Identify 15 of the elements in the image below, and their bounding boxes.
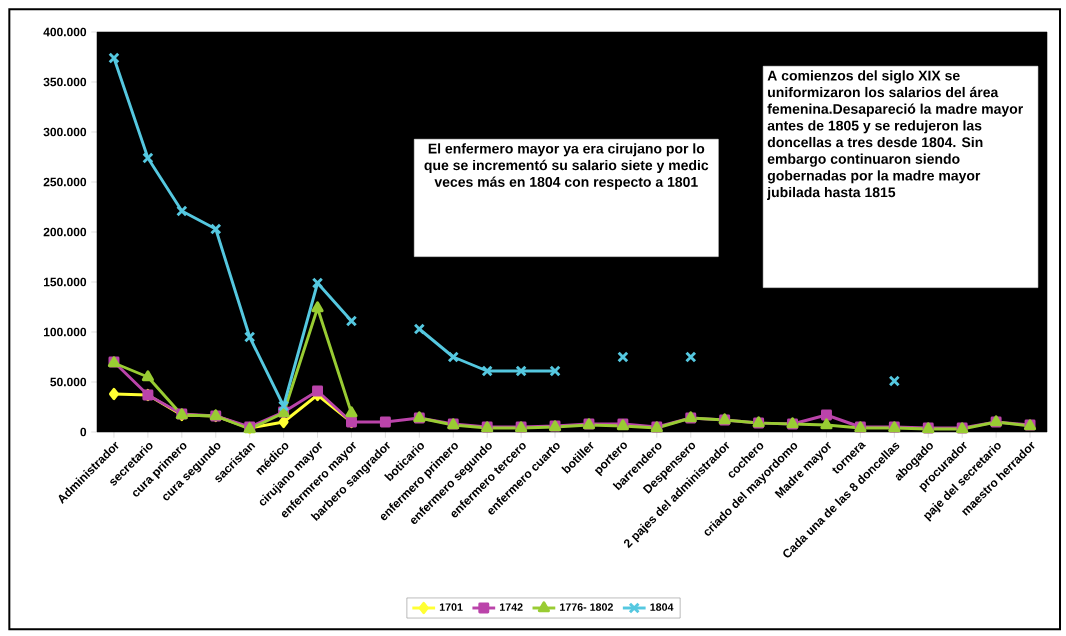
y-tick-label: 300.000: [43, 127, 87, 137]
legend-label: 1742: [499, 603, 523, 611]
y-tick-label: 350.000: [43, 77, 87, 87]
y-tick-label: 400.000: [43, 27, 87, 37]
legend-label: 1776- 1802: [560, 603, 613, 611]
y-tick-label: 250.000: [43, 177, 87, 187]
y-tick-label: 50.000: [50, 377, 87, 387]
legend-label: 1701: [439, 603, 463, 611]
legend-label: 1804: [650, 603, 674, 611]
y-tick-label: 100.000: [43, 327, 87, 337]
y-tick-label: 150.000: [43, 277, 87, 287]
y-tick-label: 200.000: [43, 227, 87, 237]
annotation: A comienzos del siglo XIX se uniformizaron los salarios del área femenina.Desapareció la madre mayor antes de 1805 y se redujeron las doncellas a tres desde 1804. Sin embargo continuaron siendo gobernadas por la madre mayor jubilada hasta 1815: [767, 70, 1023, 200]
y-tick-label: 0: [80, 427, 87, 437]
annotation: El enfermero mayor ya era cirujano por lo que se incrementó su salario siete y medic veces más en 1804 con respecto a 1801: [424, 143, 709, 190]
